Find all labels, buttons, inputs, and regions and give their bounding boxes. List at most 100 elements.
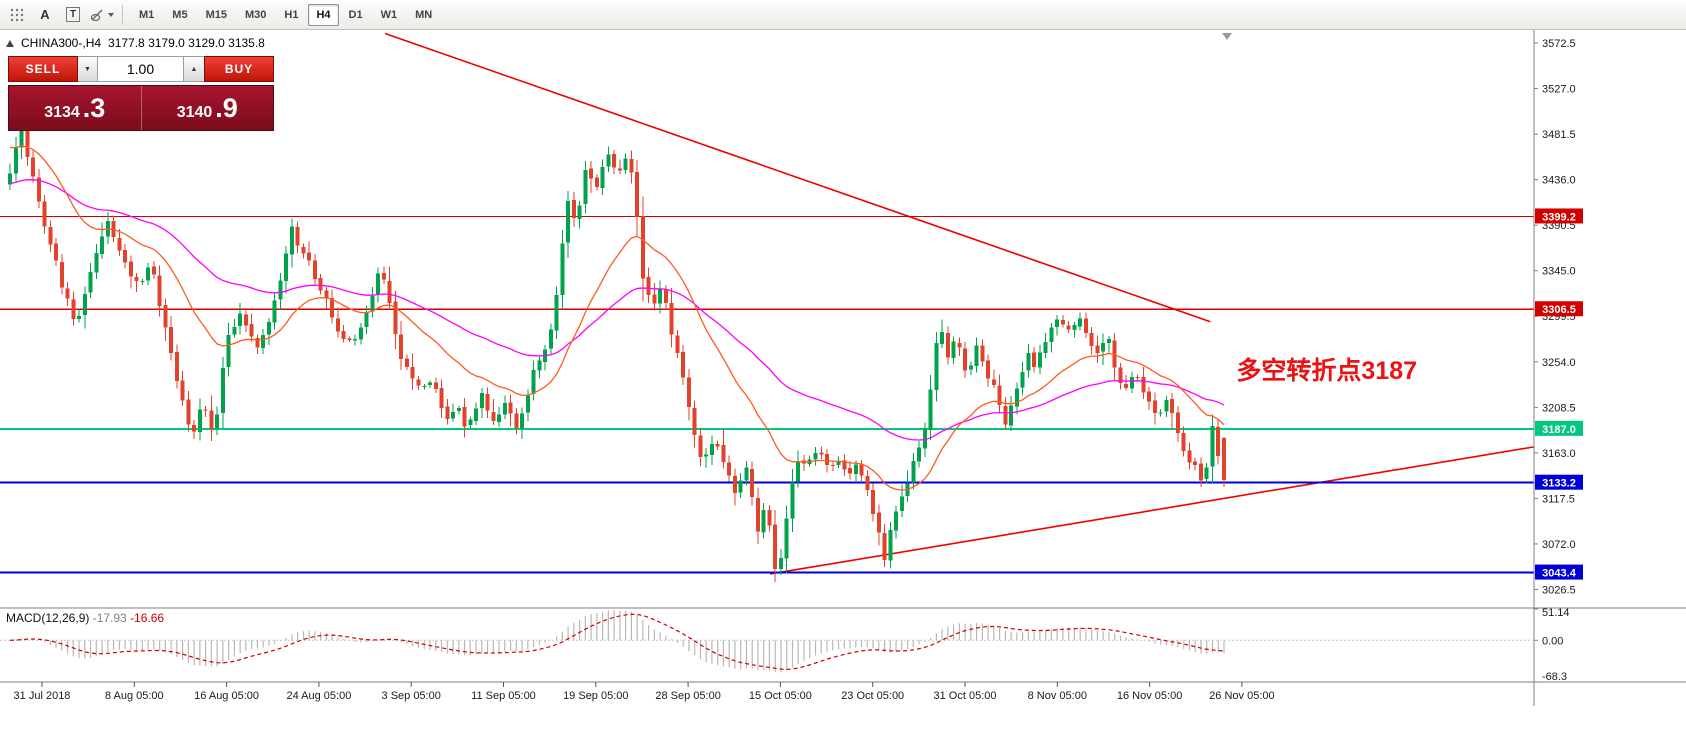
candle-body — [652, 294, 657, 304]
candle-body — [773, 524, 778, 569]
price-tick-label: 3436.0 — [1542, 175, 1576, 187]
timeframe-button-w1[interactable]: W1 — [373, 4, 406, 26]
grid-dots-icon — [10, 8, 24, 21]
candle-body — [330, 297, 335, 318]
candle-body — [192, 425, 197, 432]
candle-body — [370, 295, 375, 312]
candle-body — [1187, 450, 1192, 463]
candle-body — [796, 461, 801, 482]
volume-increase-button[interactable]: ▲ — [184, 56, 204, 82]
candle-body — [928, 389, 933, 430]
candle-body — [341, 330, 346, 339]
price-tick-label: 3072.0 — [1542, 539, 1576, 551]
candle-body — [876, 512, 881, 533]
candle-body — [859, 464, 864, 476]
candle-body — [945, 333, 950, 358]
timeframe-button-m15[interactable]: M15 — [198, 4, 235, 26]
candle-body — [577, 205, 582, 220]
descending-trendline[interactable] — [384, 32, 1211, 323]
candle-body — [968, 365, 973, 370]
caret-up-icon: ▲ — [190, 65, 198, 73]
candle-body — [134, 276, 139, 281]
timeframe-button-h4[interactable]: H4 — [308, 3, 339, 26]
timeframe-button-m30[interactable]: M30 — [237, 4, 274, 26]
timeframe-button-mn[interactable]: MN — [407, 4, 440, 26]
candle-body — [1118, 367, 1123, 384]
candle-body — [571, 199, 576, 218]
collapse-icon — [6, 39, 14, 47]
candle-body — [548, 329, 553, 349]
candle-body — [77, 316, 82, 320]
candle-body — [284, 253, 289, 282]
price-tick-label: 3527.0 — [1542, 84, 1576, 96]
volume-input[interactable] — [98, 56, 184, 82]
candle-body — [364, 312, 369, 327]
candle-body — [853, 464, 858, 475]
buy-button[interactable]: BUY — [204, 56, 274, 82]
candle-body — [65, 288, 70, 299]
candle-body — [813, 453, 818, 460]
candle-body — [180, 380, 185, 401]
price-tag-label: 3043.4 — [1542, 568, 1577, 580]
candle-body — [692, 407, 697, 435]
macd-label: MACD(12,26,9) -17.93 -16.66 — [6, 611, 164, 625]
candle-body — [169, 326, 174, 354]
candle-body — [1129, 377, 1134, 389]
candle-body — [842, 460, 847, 470]
candle-body — [537, 360, 542, 371]
sell-button[interactable]: SELL — [8, 56, 78, 82]
grid-dots-tool-button[interactable] — [4, 3, 30, 27]
candle-body — [1083, 318, 1088, 333]
candle-body — [347, 338, 352, 340]
timeframe-button-h1[interactable]: H1 — [276, 4, 306, 26]
candle-body — [255, 337, 260, 348]
candle-body — [220, 367, 225, 414]
candle-body — [1152, 400, 1157, 413]
ohlc-values: 3177.8 3179.0 3129.0 3135.8 — [108, 36, 265, 50]
macd-tick-label: 51.14 — [1542, 607, 1570, 619]
order-controls-row: SELL ▼ ▲ BUY — [8, 56, 274, 82]
text-label-tool-button[interactable]: A — [32, 3, 58, 27]
price-tick-label: 3481.5 — [1542, 129, 1576, 141]
shapes-tool-button[interactable] — [88, 3, 115, 27]
candle-body — [1198, 463, 1203, 481]
volume-decrease-button[interactable]: ▼ — [78, 56, 98, 82]
candle-body — [1032, 352, 1037, 367]
candle-body — [318, 277, 323, 291]
candle-body — [31, 157, 36, 177]
ascending-trendline[interactable] — [769, 446, 1535, 575]
candle-body — [1175, 412, 1180, 434]
candle-body — [491, 411, 496, 422]
chart-canvas[interactable]: 多空转折点31873572.53527.03481.53436.03390.53… — [0, 30, 1686, 752]
candle-body — [186, 399, 191, 425]
candle-body — [278, 280, 283, 300]
candle-body — [715, 444, 720, 447]
candle-body — [1020, 371, 1025, 388]
candle-body — [117, 238, 122, 251]
candle-body — [88, 272, 93, 293]
candle-body — [865, 476, 870, 491]
candle-body — [502, 402, 507, 415]
bid-price-button[interactable]: 3134.3 — [9, 86, 141, 130]
candle-body — [497, 414, 502, 423]
candle-body — [911, 460, 916, 483]
candle-body — [514, 413, 519, 429]
candle-body — [226, 334, 231, 367]
candle-body — [732, 476, 737, 493]
price-tag — [1535, 474, 1583, 490]
text-box-tool-button[interactable]: T — [60, 3, 86, 27]
timeframe-button-m5[interactable]: M5 — [164, 4, 195, 26]
macd-tick-label: 0.00 — [1542, 635, 1563, 647]
timeframe-button-d1[interactable]: D1 — [341, 4, 371, 26]
candle-body — [871, 489, 876, 514]
timeframe-button-m1[interactable]: M1 — [131, 4, 162, 26]
candle-body — [94, 252, 99, 273]
time-axis-label: 8 Aug 05:00 — [105, 690, 164, 702]
one-click-trading-panel: SELL ▼ ▲ BUY 3134.3 3140.9 — [8, 56, 274, 131]
candle-body — [934, 343, 939, 391]
ask-price-button[interactable]: 3140.9 — [140, 86, 273, 130]
ask-price-int: 3140 — [176, 104, 213, 121]
annotations-layer: 多空转折点3187 — [1222, 33, 1417, 385]
candle-body — [209, 410, 214, 430]
